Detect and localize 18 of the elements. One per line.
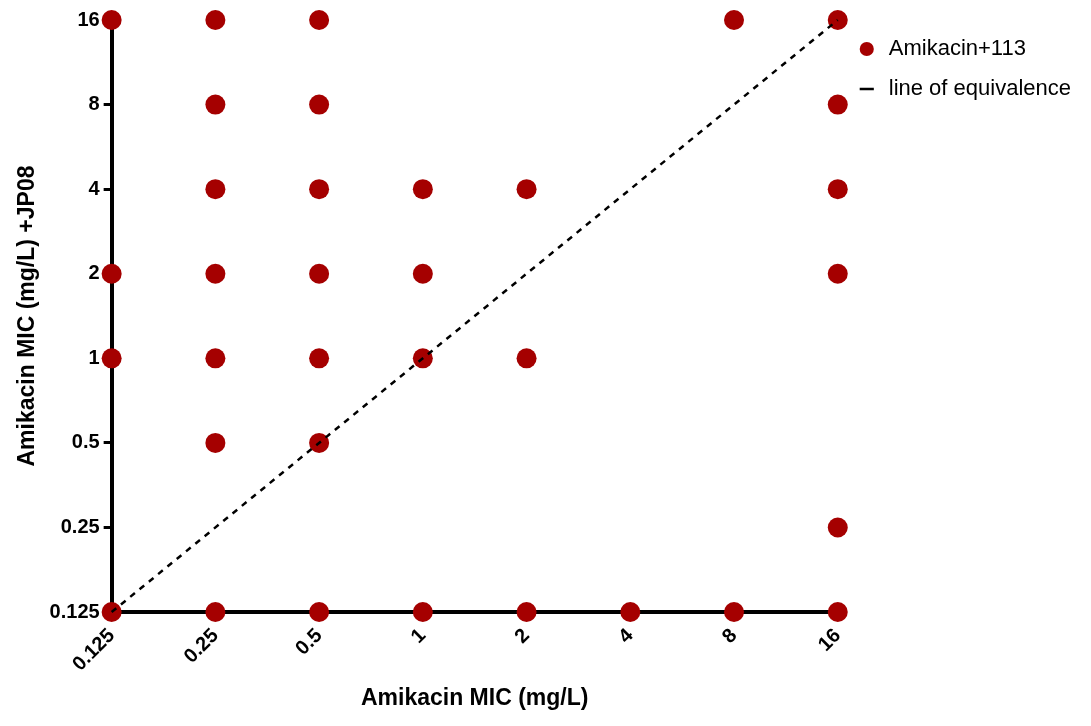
y-tick-label: 8 <box>88 92 100 115</box>
y-tick-label: 0.5 <box>71 430 100 453</box>
legend-label: Amikacin+113 <box>888 35 1026 61</box>
legend-label: line of equivalence <box>888 75 1072 101</box>
x-tick-label: 16 <box>813 623 845 655</box>
x-tick-label: 2 <box>509 623 534 648</box>
x-axis-title: Amikacin MIC (mg/L) <box>360 683 589 710</box>
x-tick-label: 8 <box>717 623 741 648</box>
y-tick-label: 0.125 <box>49 599 100 622</box>
y-tick-label: 0.25 <box>60 514 100 537</box>
y-tick-label: 4 <box>88 176 101 199</box>
x-tick-label: 4 <box>613 623 638 648</box>
x-tick-label: 1 <box>406 623 430 648</box>
x-tick-label: 0.5 <box>290 623 326 659</box>
y-axis-title: Amikacin MIC (mg/L) +JP08 <box>13 165 40 467</box>
y-tick-label: 2 <box>88 261 100 284</box>
y-tick-label: 16 <box>77 7 100 30</box>
y-tick-label: 1 <box>88 345 100 368</box>
